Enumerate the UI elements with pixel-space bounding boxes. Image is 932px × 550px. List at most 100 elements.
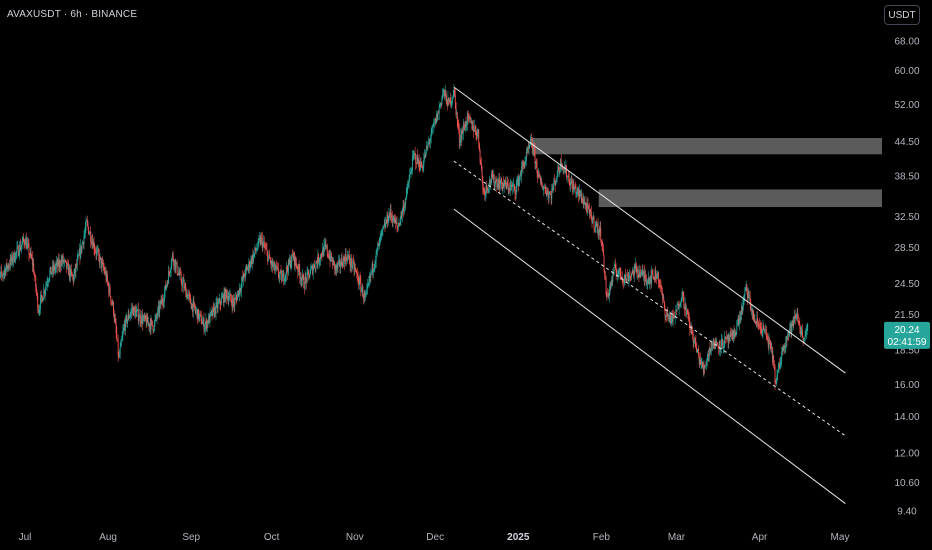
candle bbox=[655, 273, 657, 284]
candle bbox=[419, 160, 421, 172]
candle bbox=[467, 110, 469, 122]
candle bbox=[656, 269, 658, 280]
candle bbox=[436, 112, 438, 122]
candle bbox=[605, 275, 607, 297]
candle bbox=[44, 286, 46, 301]
candle bbox=[298, 263, 299, 277]
candle bbox=[711, 340, 713, 351]
candle bbox=[379, 230, 381, 246]
candle bbox=[302, 268, 303, 286]
candle bbox=[726, 334, 728, 341]
candle bbox=[800, 324, 801, 338]
candle bbox=[139, 309, 141, 328]
candle bbox=[783, 342, 785, 354]
candle bbox=[398, 217, 400, 227]
candle bbox=[141, 308, 143, 331]
candle bbox=[462, 118, 464, 140]
candle bbox=[76, 253, 78, 271]
candle bbox=[201, 319, 203, 325]
candle bbox=[368, 276, 370, 286]
candle bbox=[800, 325, 802, 336]
candle bbox=[712, 341, 714, 351]
candle bbox=[297, 266, 299, 279]
candle bbox=[643, 265, 645, 286]
candle bbox=[121, 331, 123, 341]
candle bbox=[29, 247, 31, 258]
candle bbox=[692, 327, 693, 340]
candle bbox=[115, 313, 116, 325]
candle bbox=[663, 293, 665, 303]
candle bbox=[13, 252, 15, 267]
candle bbox=[26, 237, 28, 249]
candle bbox=[461, 126, 463, 143]
candle bbox=[127, 308, 129, 321]
candle bbox=[719, 339, 721, 353]
candle bbox=[10, 254, 12, 267]
candle bbox=[342, 255, 344, 268]
candle bbox=[741, 305, 743, 315]
candle bbox=[424, 148, 425, 163]
candle bbox=[224, 288, 226, 303]
candle bbox=[403, 199, 405, 218]
candle bbox=[638, 273, 640, 283]
candle bbox=[733, 325, 735, 342]
candle bbox=[424, 151, 426, 159]
candle bbox=[503, 179, 505, 193]
candle bbox=[747, 287, 749, 302]
candle bbox=[420, 157, 422, 168]
candle bbox=[262, 240, 264, 251]
candle bbox=[247, 265, 248, 271]
candle bbox=[287, 264, 289, 281]
candle bbox=[371, 262, 373, 275]
candle bbox=[706, 354, 708, 367]
candle bbox=[701, 357, 703, 369]
candle bbox=[117, 339, 118, 342]
candle bbox=[212, 301, 214, 313]
candle bbox=[511, 181, 513, 191]
candle bbox=[108, 282, 110, 298]
candle bbox=[3, 270, 5, 282]
candle bbox=[340, 261, 342, 274]
candle bbox=[563, 166, 565, 176]
candle bbox=[145, 314, 147, 321]
candle bbox=[599, 221, 601, 237]
candle bbox=[760, 322, 762, 336]
candle bbox=[583, 196, 585, 209]
candle bbox=[14, 253, 16, 263]
candle bbox=[430, 134, 431, 149]
candle bbox=[519, 174, 521, 186]
candle bbox=[219, 297, 221, 310]
currency-button[interactable]: USDT bbox=[884, 5, 920, 25]
candle bbox=[369, 272, 370, 288]
candle bbox=[160, 295, 162, 310]
candle bbox=[679, 300, 681, 307]
candle bbox=[251, 256, 252, 268]
candle bbox=[173, 258, 175, 271]
candle bbox=[322, 247, 324, 258]
candle bbox=[137, 308, 139, 312]
candle bbox=[178, 266, 179, 276]
candle bbox=[220, 301, 222, 311]
candle bbox=[485, 183, 487, 199]
candle bbox=[440, 102, 441, 110]
y-tick-label: 16.00 bbox=[894, 380, 919, 391]
candle bbox=[693, 339, 695, 348]
candle bbox=[576, 191, 578, 199]
candle bbox=[766, 333, 768, 340]
candle bbox=[754, 314, 756, 324]
candle bbox=[198, 308, 200, 323]
candle bbox=[208, 312, 210, 325]
candle bbox=[572, 178, 574, 196]
candle bbox=[1, 264, 2, 281]
candle bbox=[768, 332, 770, 355]
candle bbox=[580, 189, 582, 197]
candle bbox=[192, 303, 194, 317]
candle bbox=[634, 262, 636, 275]
candle bbox=[174, 259, 175, 273]
candle bbox=[789, 322, 791, 338]
candle bbox=[375, 249, 377, 268]
candle bbox=[299, 264, 301, 284]
candle bbox=[562, 166, 564, 174]
candle bbox=[433, 118, 435, 134]
